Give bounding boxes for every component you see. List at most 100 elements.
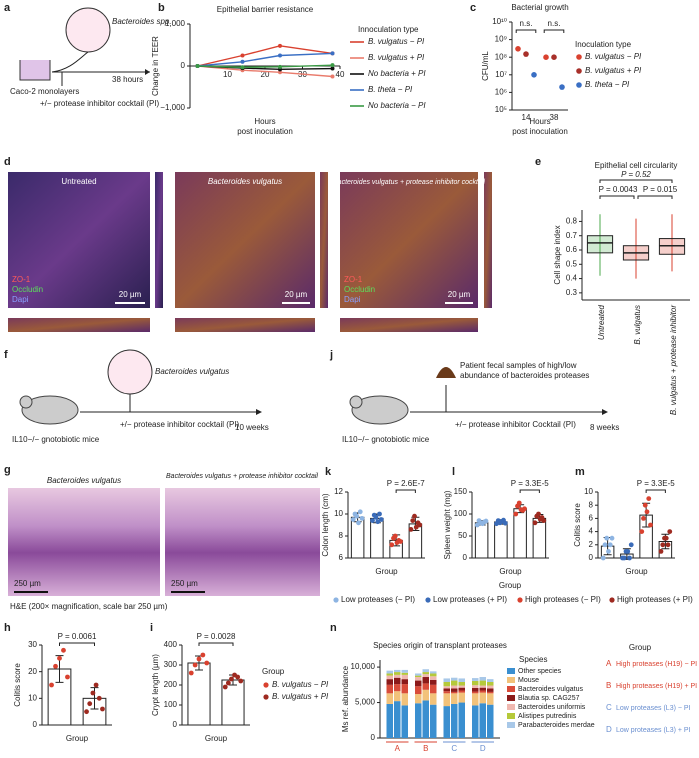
bar-segment — [386, 693, 393, 704]
annotation: P = 0.0061 — [58, 632, 97, 641]
duration: 10 weeks — [235, 423, 269, 432]
bracket — [599, 179, 673, 183]
stain: Dapi — [344, 295, 361, 304]
y-tick-label: 100 — [164, 700, 178, 709]
image — [175, 172, 315, 308]
bar-segment — [394, 677, 401, 685]
point — [502, 520, 508, 526]
x-tick-label: Untreated — [597, 304, 606, 340]
legend-label: Low proteases (− PI) — [341, 595, 415, 604]
bar-segment — [422, 672, 429, 675]
legend-label: No bacteria − PI — [368, 101, 426, 110]
panel-letter: n — [330, 622, 337, 634]
bar-segment — [394, 674, 401, 678]
chart-title: Species origin of transplant proteases — [373, 641, 507, 650]
legend-swatch — [507, 704, 515, 710]
legend-label: High proteases (− PI) — [525, 595, 601, 604]
samples: Patient fecal samples of high/low — [460, 361, 577, 370]
bar-segment — [443, 688, 450, 692]
point — [408, 527, 414, 532]
y-tick-label: 10 — [28, 693, 37, 702]
legend-key: C — [606, 703, 612, 712]
point — [278, 43, 282, 48]
point — [100, 706, 105, 712]
bar-segment — [443, 681, 450, 687]
group-label: A — [395, 744, 401, 753]
bar-segment — [479, 685, 486, 688]
y-tick-label: 0 — [173, 720, 178, 729]
bar-segment — [458, 685, 465, 688]
image-title: Bacteroides vulgatus + protease inhibito… — [333, 179, 485, 186]
point — [278, 64, 282, 69]
bar-segment — [458, 687, 465, 691]
bar — [370, 517, 384, 559]
image-title: Bacteroides vulgatus — [208, 177, 282, 186]
y-tick-label: 0 — [181, 61, 186, 70]
bar-segment — [422, 683, 429, 690]
image-title: Bacteroides vulgatus — [47, 476, 121, 485]
bottom-view — [8, 318, 150, 332]
bar-segment — [430, 693, 437, 705]
point — [278, 53, 282, 58]
y-tick-label: 4 — [589, 527, 594, 536]
legend-swatch — [507, 713, 515, 719]
bar-segment — [458, 681, 465, 686]
image-title: Bacteroides vulgatus + protease inhibito… — [166, 473, 318, 480]
bar-segment — [458, 690, 465, 693]
annotation: P = 0.0028 — [197, 632, 236, 641]
bar-segment — [394, 691, 401, 702]
bar-segment — [422, 674, 429, 678]
point — [551, 54, 557, 60]
bar-segment — [430, 673, 437, 677]
legend-label: B. vulgatus − PI — [272, 680, 329, 689]
point — [541, 518, 547, 523]
panel-letter: a — [4, 2, 11, 14]
point — [93, 682, 99, 688]
legend-swatch — [263, 694, 269, 700]
scale-label: 250 µm — [171, 579, 198, 588]
bar-segment — [401, 679, 408, 685]
bar-segment — [451, 691, 458, 694]
point — [350, 517, 356, 522]
legend-label: B. theta − PI — [585, 80, 630, 89]
y-tick-label: 20 — [28, 667, 37, 676]
point — [531, 72, 537, 78]
stain: Dapi — [12, 295, 29, 304]
y-tick-label: 0.5 — [566, 259, 578, 268]
bar-segment — [415, 675, 422, 678]
legend-key: D — [606, 725, 612, 734]
legend-label: High proteases (H19) − PI — [616, 661, 697, 668]
legend-title: Species — [519, 655, 547, 664]
legend-label: B. vulgatus − PI — [585, 52, 642, 61]
point — [627, 555, 632, 561]
legend-swatch — [517, 597, 523, 603]
histology-g: Bacteroides vulgatus Bacteroides vulgatu… — [8, 473, 320, 611]
bar-segment — [415, 686, 422, 695]
legend-label: Bacteroides vulgatus — [518, 686, 583, 693]
y-tick-label: 0.7 — [566, 231, 578, 240]
x-tick-label: 20 — [261, 70, 270, 79]
legend-label: High proteases (+ PI) — [617, 595, 693, 604]
bar-segment — [401, 674, 408, 680]
chart-title: Epithelial barrier resistance — [217, 5, 314, 14]
point — [53, 663, 58, 669]
legend-label: B. vulgatus − PI — [368, 37, 425, 46]
bar-segment — [472, 691, 479, 694]
bar-segment — [472, 685, 479, 689]
bottom-view — [175, 318, 315, 332]
point — [188, 670, 194, 676]
y-axis-label: Colitis score — [573, 503, 582, 547]
point — [646, 496, 652, 501]
legend-title: Innoculation type — [358, 25, 419, 34]
point — [204, 660, 210, 666]
point — [606, 549, 611, 554]
bracket — [637, 195, 673, 199]
point — [65, 674, 70, 680]
bar-segment — [401, 705, 408, 738]
panel-letter: f — [4, 349, 8, 361]
point — [639, 529, 645, 534]
legend-label: Low proteases (L3) + PI — [616, 727, 691, 734]
y-tick-label: 8 — [589, 500, 594, 509]
annotation: P = 0.015 — [643, 185, 678, 194]
y-axis-label: Crypt length (µm) — [151, 654, 160, 716]
